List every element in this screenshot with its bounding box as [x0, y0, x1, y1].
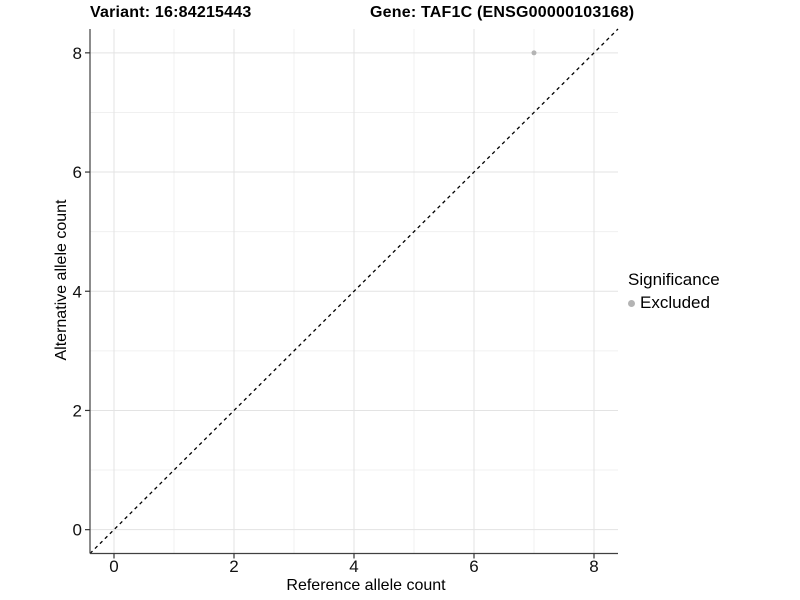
y-tick-label: 6: [73, 163, 82, 182]
x-tick-label: 0: [109, 557, 118, 576]
legend-title: Significance: [628, 270, 720, 289]
y-tick-label: 2: [73, 401, 82, 420]
x-tick-label: 6: [469, 557, 478, 576]
data-point-excluded: [531, 50, 537, 56]
legend-entry-excluded: Excluded: [628, 293, 720, 313]
x-tick-label: 4: [349, 557, 358, 576]
legend-key-dot: [628, 299, 635, 307]
y-axis-title: Alternative allele count: [53, 199, 70, 361]
legend-entry-label: Excluded: [640, 293, 710, 312]
plot-title-gene: Gene: TAF1C (ENSG00000103168): [370, 4, 635, 21]
y-tick-label: 4: [73, 282, 82, 301]
x-tick-label: 2: [229, 557, 238, 576]
identity-dashed-line: [89, 28, 619, 554]
x-tick-label: 8: [589, 557, 598, 576]
legend: Significance Excluded: [628, 270, 720, 313]
y-tick-label: 8: [73, 44, 82, 63]
plot-title-variant: Variant: 16:84215443: [90, 4, 252, 21]
x-axis-title: Reference allele count: [286, 577, 446, 594]
y-tick-label: 0: [73, 521, 82, 540]
